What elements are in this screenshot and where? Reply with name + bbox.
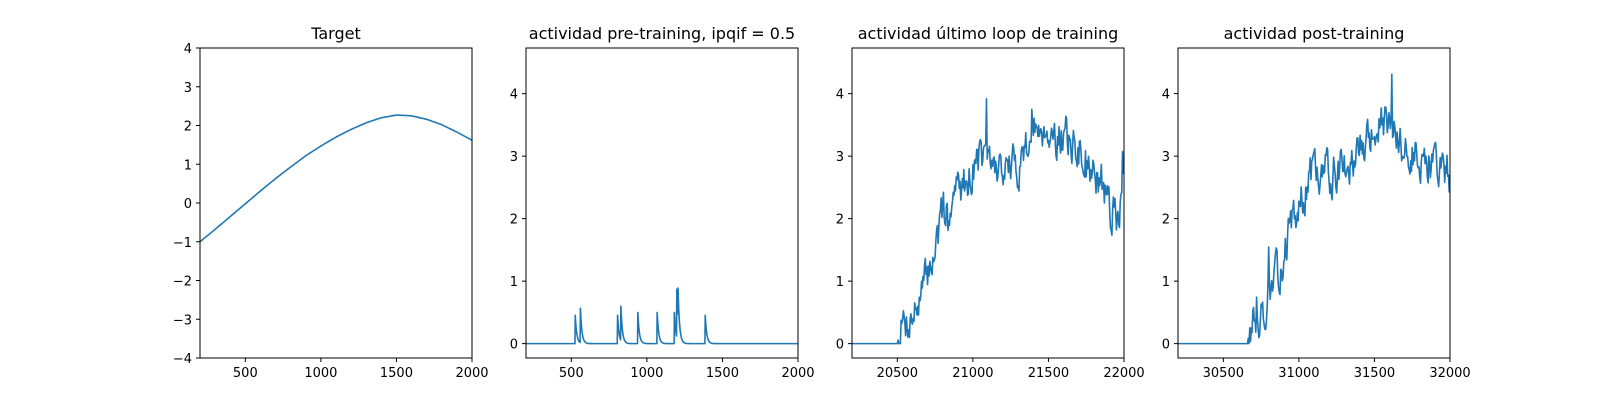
y-tick-label: 3 — [184, 81, 192, 96]
x-tick-label: 21500 — [1028, 366, 1069, 381]
y-tick-label: 1 — [1162, 275, 1170, 290]
x-tick-label: 30500 — [1203, 366, 1244, 381]
x-tick-label: 2000 — [781, 366, 814, 381]
series-line-1-1 — [200, 114, 472, 243]
y-tick-label: 0 — [184, 197, 192, 212]
x-tick-label: 1500 — [380, 366, 413, 381]
chart-panel-4: 30500 31000 31500 32000 0 1 2 3 4 actividad post-… — [1162, 24, 1471, 381]
y-tick-label: 1 — [510, 275, 518, 290]
chart-title: Target — [310, 24, 361, 43]
x-tick-label: 32000 — [1429, 366, 1470, 381]
y-tick-label: 4 — [184, 42, 192, 57]
y-tick-label: 3 — [836, 150, 844, 165]
x-tick-label: 500 — [559, 366, 584, 381]
x-tick-label: 31000 — [1278, 366, 1319, 381]
axes-frame — [851, 47, 1125, 359]
chart-panel-2: 500 1000 1500 2000 0 1 2 3 4 actividad pre-traini… — [510, 24, 815, 381]
y-tick-label: 0 — [510, 338, 518, 353]
axes-frame — [525, 47, 799, 359]
series-line-2-1 — [526, 287, 798, 345]
y-tick-label: 4 — [1162, 88, 1170, 103]
x-tick-label: 21000 — [952, 366, 993, 381]
y-tick-label: 0 — [1162, 338, 1170, 353]
x-tick-label: 1500 — [706, 366, 739, 381]
chart-title: actividad pre-training, ipqif = 0.5 — [529, 24, 795, 43]
x-tick-label: 20500 — [877, 366, 918, 381]
y-tick-label: 1 — [836, 275, 844, 290]
axes-frame — [199, 47, 473, 359]
y-tick-label: −4 — [173, 352, 192, 367]
y-tick-label: 2 — [510, 213, 518, 228]
y-tick-label: −1 — [173, 236, 192, 251]
y-tick-label: 2 — [184, 120, 192, 135]
chart-panel-3: 20500 21000 21500 22000 0 1 2 3 4 actividad últim… — [836, 24, 1145, 381]
x-tick-label: 500 — [233, 366, 258, 381]
x-tick-label: 1000 — [304, 366, 337, 381]
y-tick-label: 3 — [510, 150, 518, 165]
chart-title: actividad último loop de training — [858, 24, 1119, 43]
x-tick-label: 22000 — [1103, 366, 1144, 381]
series-line-4-1 — [1178, 73, 1450, 345]
series-line-3-1 — [852, 98, 1124, 345]
y-tick-label: 2 — [836, 213, 844, 228]
axes-frame — [1177, 47, 1451, 359]
y-tick-label: −3 — [173, 313, 192, 328]
y-tick-label: 4 — [510, 88, 518, 103]
y-tick-label: −2 — [173, 275, 192, 290]
y-tick-label: 0 — [836, 338, 844, 353]
x-tick-label: 1000 — [630, 366, 663, 381]
chart-title: actividad post-training — [1224, 24, 1405, 43]
chart-panel-1: 500 1000 1500 2000 −4 −3 −2 −1 0 1 2 3 4 Target — [173, 24, 489, 381]
y-tick-label: 1 — [184, 158, 192, 173]
x-tick-label: 2000 — [455, 366, 488, 381]
y-tick-label: 2 — [1162, 213, 1170, 228]
y-tick-label: 4 — [836, 88, 844, 103]
x-tick-label: 31500 — [1354, 366, 1395, 381]
y-tick-label: 3 — [1162, 150, 1170, 165]
